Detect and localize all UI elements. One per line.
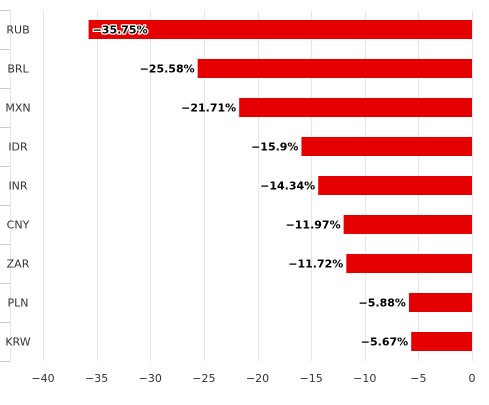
data-label: −5.67% xyxy=(361,336,408,349)
data-label: −14.34% xyxy=(260,180,315,193)
bar xyxy=(411,332,472,351)
category-label: IDR xyxy=(8,141,28,154)
bars xyxy=(88,20,473,351)
data-label: −15.9% xyxy=(251,141,298,154)
data-label: −11.72% xyxy=(288,258,343,271)
bar xyxy=(301,137,472,156)
data-labels: −35.75% −25.58% −21.71% −15.9% −14.34% −11.97… xyxy=(91,22,408,349)
bar xyxy=(318,176,472,195)
x-tick-label: −20 xyxy=(246,372,269,385)
category-label: KRW xyxy=(5,336,30,349)
x-tick-label: −10 xyxy=(353,372,376,385)
bar xyxy=(408,293,472,312)
data-label: −35.75% xyxy=(93,24,148,37)
x-tick-label: 0 xyxy=(469,372,476,385)
x-tick-label: −5 xyxy=(410,372,426,385)
data-label: −21.71% xyxy=(181,102,236,115)
category-label: PLN xyxy=(8,297,29,310)
bar xyxy=(197,59,473,78)
x-axis-tick-labels: −40 −35 −30 −25 −20 −15 −10 −5 0 xyxy=(31,372,475,385)
bar xyxy=(346,254,472,273)
data-label: −5.88% xyxy=(359,297,406,310)
x-tick-label: −30 xyxy=(139,372,162,385)
category-label: ZAR xyxy=(7,258,30,271)
x-tick-label: −15 xyxy=(300,372,323,385)
category-label: INR xyxy=(8,180,27,193)
category-label: CNY xyxy=(7,219,30,232)
category-separators xyxy=(0,10,11,362)
category-label: RUB xyxy=(6,24,29,37)
category-label: BRL xyxy=(7,63,29,76)
x-tick-label: −35 xyxy=(85,372,108,385)
data-label: −25.58% xyxy=(140,63,195,76)
data-label: −11.97% xyxy=(286,219,341,232)
x-tick-label: −25 xyxy=(192,372,215,385)
category-labels: RUB BRL MXN IDR INR CNY ZAR PLN KRW xyxy=(5,24,30,349)
category-label: MXN xyxy=(5,102,30,115)
x-tick-label: −40 xyxy=(31,372,54,385)
bar xyxy=(88,20,473,39)
bar xyxy=(343,215,472,234)
bar xyxy=(239,98,472,117)
